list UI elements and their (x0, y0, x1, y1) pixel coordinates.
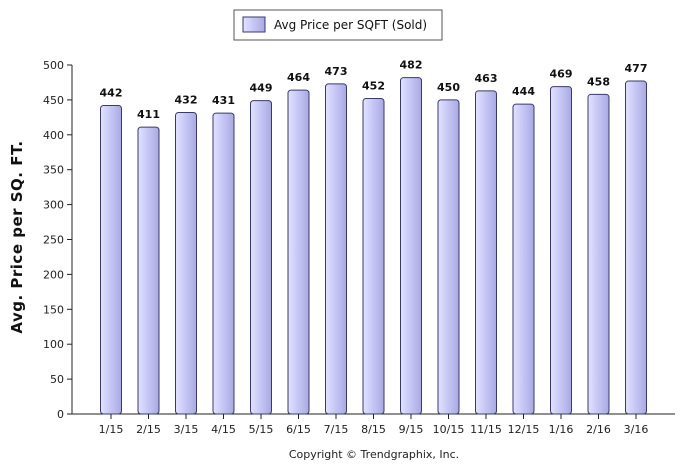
x-tick-label: 5/15 (249, 423, 274, 436)
bar-value-label: 432 (175, 93, 198, 106)
y-axis-title: Avg. Price per SQ. FT. (8, 140, 26, 333)
bar (212, 112, 235, 415)
legend-label: Avg Price per SQFT (Sold) (274, 18, 427, 32)
bar-value-label: 482 (400, 59, 423, 72)
bar (475, 90, 497, 415)
bar (550, 86, 572, 415)
bar (362, 98, 385, 415)
legend-box (233, 9, 443, 41)
bar (512, 103, 535, 415)
bar (400, 77, 422, 415)
x-tick-label: 8/15 (361, 423, 386, 436)
bar (287, 89, 310, 415)
bar-value-label: 449 (250, 82, 273, 95)
y-tick-label: 300 (43, 199, 64, 212)
x-tick-label: 2/16 (586, 423, 611, 436)
bar-value-label: 442 (100, 86, 123, 99)
bar (250, 100, 272, 415)
x-tick-label: 10/15 (433, 423, 465, 436)
y-tick-label: 400 (43, 129, 64, 142)
bar-value-label: 463 (475, 72, 498, 85)
bars: 442 411 432 431 449 464 473 452 482 450 463 444 469 4… (100, 59, 648, 415)
y-tick-label: 450 (43, 94, 64, 107)
y-tick-label: 350 (43, 164, 64, 177)
bar (625, 80, 647, 415)
x-tick-label: 4/15 (211, 423, 236, 436)
y-tick-label: 500 (43, 59, 64, 72)
x-tick-label: 3/16 (624, 423, 649, 436)
x-tick-label: 2/15 (136, 423, 161, 436)
y-tick-label: 50 (50, 373, 64, 386)
y-tick-label: 150 (43, 303, 64, 316)
bar (100, 104, 122, 415)
y-tick-label: 0 (57, 408, 64, 421)
y-tick-label: 250 (43, 234, 64, 247)
bar-value-label: 450 (437, 81, 460, 94)
bar (325, 83, 347, 415)
legend: Avg Price per SQFT (Sold) (233, 9, 443, 41)
bar-value-label: 469 (550, 68, 573, 81)
bar (175, 111, 197, 415)
bar-value-label: 444 (512, 85, 535, 98)
bar-value-label: 458 (587, 75, 610, 88)
x-tick-label: 9/15 (399, 423, 424, 436)
bar (137, 126, 160, 415)
bar (437, 99, 460, 415)
x-tick-label: 11/15 (470, 423, 502, 436)
x-tick-label: 1/16 (549, 423, 574, 436)
y-tick-label: 200 (43, 268, 64, 281)
copyright-text: Copyright © Trendgraphix, Inc. (289, 448, 459, 461)
x-tick-label: 6/15 (286, 423, 311, 436)
bar (587, 93, 610, 415)
x-tick-label: 7/15 (324, 423, 349, 436)
bar-value-label: 411 (137, 108, 160, 121)
x-tick-label: 1/15 (99, 423, 124, 436)
x-tick-label: 12/15 (508, 423, 540, 436)
bar-value-label: 452 (362, 80, 385, 93)
x-ticks: 1/15 2/15 3/15 4/15 5/15 6/15 7/15 8/15 9/15 10/1… (99, 414, 649, 436)
y-ticks: 0 50 100 150 200 250 300 350 400 450 500 (43, 59, 72, 421)
y-tick-label: 100 (43, 338, 64, 351)
x-tick-label: 3/15 (174, 423, 199, 436)
legend-swatch (242, 16, 266, 33)
bar-value-label: 477 (625, 62, 648, 75)
bar-value-label: 473 (325, 65, 348, 78)
bar-value-label: 431 (212, 94, 235, 107)
bar-value-label: 464 (287, 71, 310, 84)
